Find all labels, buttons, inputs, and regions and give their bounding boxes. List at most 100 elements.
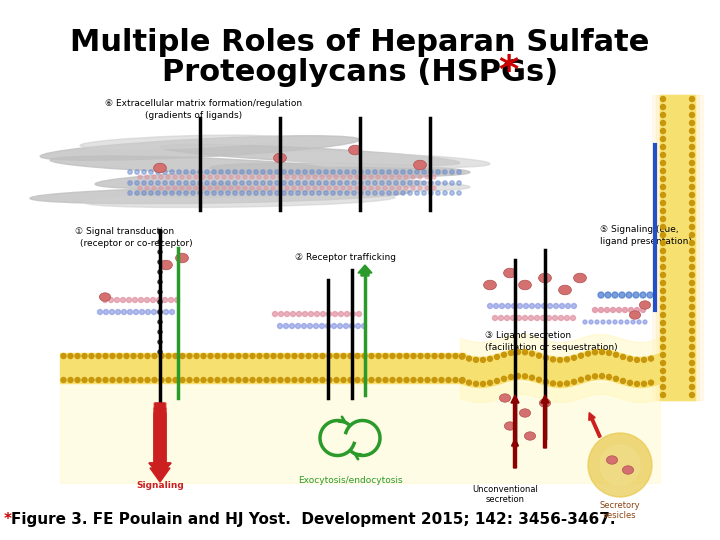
Circle shape (110, 377, 115, 382)
Circle shape (690, 353, 695, 357)
Circle shape (564, 381, 570, 386)
Circle shape (356, 312, 361, 316)
Ellipse shape (176, 253, 189, 263)
Circle shape (150, 298, 156, 302)
Circle shape (341, 354, 346, 359)
Circle shape (690, 217, 695, 221)
Circle shape (443, 191, 447, 195)
Ellipse shape (270, 152, 490, 167)
Circle shape (572, 379, 577, 384)
Circle shape (690, 208, 695, 213)
Circle shape (278, 354, 283, 359)
Circle shape (194, 377, 199, 382)
Circle shape (345, 170, 349, 174)
Circle shape (474, 357, 479, 362)
Circle shape (296, 191, 300, 195)
Ellipse shape (500, 394, 510, 402)
Circle shape (158, 290, 162, 294)
Circle shape (660, 361, 665, 366)
Circle shape (168, 298, 174, 302)
Circle shape (110, 354, 115, 359)
Ellipse shape (348, 145, 361, 155)
Circle shape (415, 170, 419, 174)
Circle shape (660, 192, 665, 198)
Circle shape (324, 191, 328, 195)
Circle shape (660, 129, 665, 133)
Circle shape (411, 377, 416, 382)
Circle shape (660, 217, 665, 221)
Circle shape (523, 303, 528, 308)
Circle shape (474, 381, 479, 386)
Circle shape (290, 312, 295, 316)
Circle shape (411, 186, 415, 190)
Circle shape (443, 181, 447, 185)
Circle shape (324, 181, 328, 185)
Circle shape (243, 377, 248, 382)
Circle shape (647, 292, 653, 298)
Circle shape (338, 181, 342, 185)
Circle shape (261, 181, 265, 185)
Circle shape (313, 323, 318, 328)
Circle shape (159, 186, 163, 190)
Circle shape (104, 309, 109, 314)
Circle shape (450, 170, 454, 174)
Circle shape (660, 168, 665, 173)
Circle shape (320, 312, 325, 316)
Circle shape (212, 181, 216, 185)
Circle shape (212, 170, 216, 174)
Circle shape (348, 354, 353, 359)
Circle shape (257, 377, 262, 382)
Circle shape (690, 225, 695, 230)
Circle shape (166, 186, 170, 190)
Circle shape (204, 191, 210, 195)
Ellipse shape (161, 145, 460, 166)
Circle shape (299, 175, 303, 179)
Circle shape (418, 175, 422, 179)
Circle shape (303, 170, 307, 174)
Circle shape (327, 377, 332, 382)
Circle shape (338, 323, 343, 328)
Circle shape (660, 97, 665, 102)
Circle shape (502, 376, 506, 381)
Circle shape (271, 354, 276, 359)
Circle shape (690, 313, 695, 318)
Ellipse shape (50, 156, 330, 174)
Circle shape (170, 170, 174, 174)
Circle shape (690, 328, 695, 334)
Circle shape (536, 377, 541, 382)
Circle shape (544, 355, 549, 360)
Circle shape (660, 296, 665, 301)
Circle shape (642, 381, 647, 386)
Text: secretion: secretion (485, 496, 524, 504)
Circle shape (327, 354, 332, 359)
Circle shape (660, 321, 665, 326)
Circle shape (456, 191, 462, 195)
Circle shape (401, 181, 405, 185)
Circle shape (247, 191, 251, 195)
Circle shape (325, 323, 330, 328)
Circle shape (219, 170, 223, 174)
Circle shape (634, 307, 639, 313)
Circle shape (302, 323, 307, 328)
Circle shape (456, 181, 462, 185)
Circle shape (446, 377, 451, 382)
Circle shape (369, 186, 373, 190)
Circle shape (436, 181, 440, 185)
Circle shape (536, 353, 541, 358)
Circle shape (330, 181, 336, 185)
Circle shape (432, 354, 437, 359)
Circle shape (425, 354, 430, 359)
Circle shape (201, 175, 205, 179)
Circle shape (422, 170, 426, 174)
Circle shape (690, 368, 695, 374)
FancyArrow shape (149, 408, 171, 475)
Circle shape (690, 273, 695, 278)
FancyArrow shape (511, 395, 519, 448)
Circle shape (250, 377, 255, 382)
Circle shape (145, 298, 150, 302)
Circle shape (208, 377, 213, 382)
Circle shape (145, 175, 149, 179)
Circle shape (649, 356, 654, 361)
Circle shape (383, 186, 387, 190)
Text: Secretory: Secretory (600, 501, 640, 510)
